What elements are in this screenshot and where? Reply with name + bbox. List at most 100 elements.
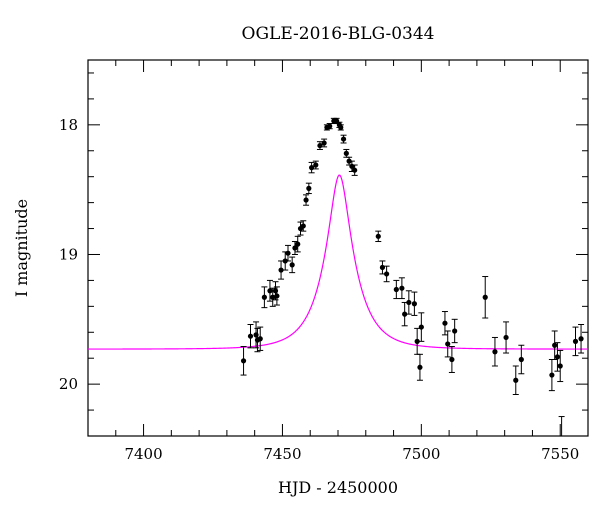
data-point — [383, 265, 390, 283]
x-tick-label: 7400 — [124, 445, 162, 463]
data-marker — [289, 262, 295, 268]
data-marker — [338, 124, 344, 131]
data-point — [266, 279, 273, 302]
x-axis-label: HJD - 2450000 — [278, 478, 398, 497]
x-tick-label: 7450 — [263, 445, 301, 463]
data-point — [558, 416, 565, 442]
chart-title: OGLE-2016-BLG-0344 — [242, 24, 435, 44]
data-point — [300, 220, 307, 232]
data-marker — [270, 294, 276, 300]
data-marker — [406, 299, 412, 306]
data-point — [444, 330, 451, 358]
data-marker — [572, 338, 579, 344]
data-marker — [379, 264, 386, 271]
x-tick-label: 7550 — [541, 445, 579, 463]
data-marker — [549, 372, 555, 378]
data-marker — [327, 123, 333, 129]
data-marker — [300, 223, 306, 229]
data-marker — [306, 185, 312, 191]
data-point — [247, 323, 254, 349]
data-marker — [513, 377, 519, 383]
data-marker — [352, 167, 358, 173]
data-point — [548, 359, 555, 392]
data-marker — [399, 285, 405, 291]
data-point — [554, 342, 561, 372]
data-point — [393, 279, 400, 300]
data-marker — [414, 338, 420, 344]
data-marker — [321, 140, 327, 146]
data-point — [572, 326, 579, 357]
data-point — [294, 235, 301, 253]
data-marker — [417, 364, 423, 370]
data-point — [416, 353, 423, 381]
data-marker — [340, 136, 347, 142]
data-marker — [482, 294, 488, 300]
data-marker — [240, 358, 247, 364]
data-point — [297, 221, 304, 236]
data-point — [269, 287, 276, 307]
data-point — [503, 321, 510, 354]
data-marker — [442, 320, 448, 326]
data-point — [379, 260, 386, 275]
data-point — [512, 365, 519, 396]
data-marker — [257, 336, 263, 342]
data-point — [273, 286, 280, 306]
model-curve-layer — [88, 174, 588, 350]
data-point — [551, 330, 558, 361]
data-marker — [303, 197, 309, 203]
data-point — [326, 123, 333, 130]
data-point — [285, 244, 291, 262]
data-point — [482, 276, 489, 319]
data-point — [337, 124, 344, 131]
y-tick-label: 18 — [59, 116, 78, 134]
data-marker — [375, 233, 381, 239]
data-point — [375, 230, 382, 243]
axis-ticks — [87, 60, 589, 437]
data-point — [411, 291, 418, 316]
data-point — [491, 336, 498, 367]
plot-frame — [87, 59, 589, 437]
x-tick-label: 7500 — [402, 445, 440, 463]
data-point — [289, 256, 296, 274]
data-marker — [261, 294, 267, 300]
tick-labels: 7400 7450 7500 7550 18 19 20 — [59, 116, 579, 463]
data-marker — [384, 271, 390, 277]
data-point — [518, 344, 525, 375]
data-marker — [445, 341, 451, 347]
data-marker — [554, 354, 561, 360]
data-point — [278, 260, 285, 280]
data-point — [351, 164, 358, 176]
data-point — [253, 321, 260, 349]
data-marker — [274, 293, 280, 299]
data-point — [321, 138, 328, 148]
data-point — [343, 148, 350, 158]
data-marker — [552, 342, 558, 348]
data-point — [448, 346, 455, 373]
data-point — [557, 349, 564, 383]
data-marker — [343, 150, 349, 156]
data-marker — [278, 267, 284, 273]
data-marker — [267, 288, 273, 294]
data-marker — [452, 328, 458, 334]
data-point — [303, 194, 310, 206]
y-tick-label: 20 — [59, 375, 78, 393]
data-marker — [492, 349, 498, 355]
data-marker — [557, 363, 563, 369]
data-point — [398, 277, 405, 300]
data-marker — [518, 356, 524, 363]
data-marker — [449, 356, 455, 363]
data-marker — [559, 437, 564, 442]
data-marker — [393, 286, 399, 293]
data-point — [340, 134, 347, 144]
data-marker — [402, 311, 408, 317]
data-points-layer — [240, 117, 585, 442]
y-axis-label: I magnitude — [12, 199, 31, 297]
model-curve — [88, 174, 588, 350]
data-point — [451, 318, 458, 344]
data-marker — [418, 324, 424, 330]
data-marker — [313, 162, 319, 168]
y-tick-label: 19 — [59, 245, 78, 263]
data-marker — [295, 241, 301, 247]
data-point — [401, 301, 408, 327]
